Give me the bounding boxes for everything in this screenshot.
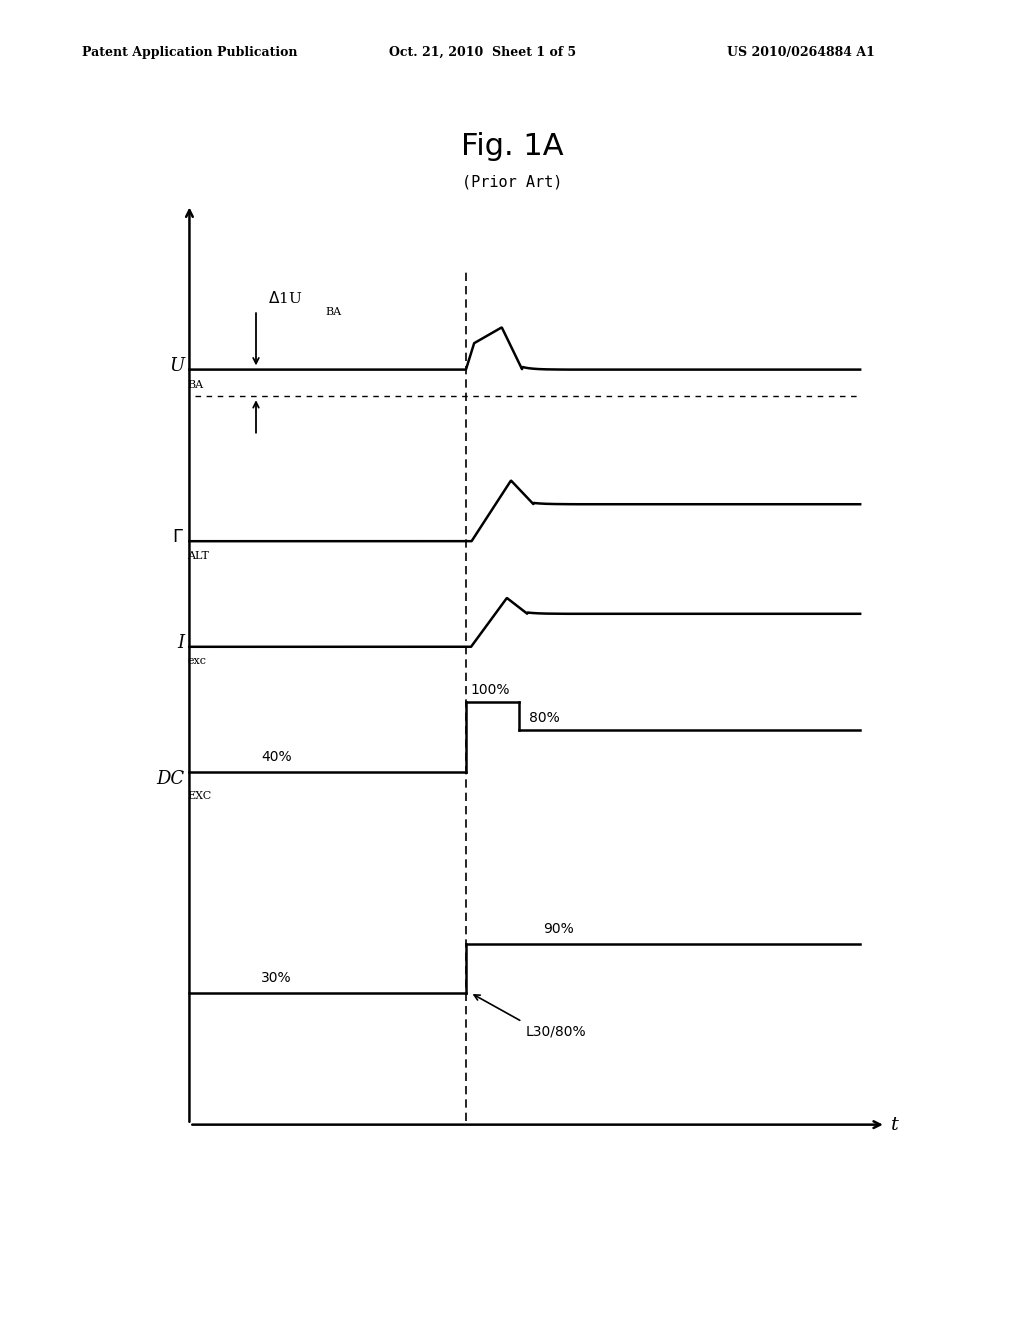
Text: EXC: EXC [187, 791, 212, 801]
Text: U: U [169, 356, 184, 375]
Text: Patent Application Publication: Patent Application Publication [82, 46, 297, 59]
Text: US 2010/0264884 A1: US 2010/0264884 A1 [727, 46, 874, 59]
Text: L30/80%: L30/80% [525, 1024, 586, 1039]
Text: t: t [891, 1115, 899, 1134]
Text: I: I [177, 634, 184, 652]
Text: 100%: 100% [470, 682, 510, 697]
Text: $\Delta$1U: $\Delta$1U [268, 290, 303, 306]
Text: Fig. 1A: Fig. 1A [461, 132, 563, 161]
Text: BA: BA [187, 380, 204, 391]
Text: 90%: 90% [543, 921, 573, 936]
Text: 40%: 40% [261, 750, 292, 764]
Text: 30%: 30% [261, 970, 292, 985]
Text: (Prior Art): (Prior Art) [462, 174, 562, 189]
Text: BA: BA [326, 306, 342, 317]
Text: $\Gamma$: $\Gamma$ [172, 528, 184, 546]
Text: Oct. 21, 2010  Sheet 1 of 5: Oct. 21, 2010 Sheet 1 of 5 [389, 46, 577, 59]
Text: exc: exc [187, 656, 207, 667]
Text: ALT: ALT [187, 550, 209, 561]
Text: DC: DC [157, 770, 184, 788]
Text: 80%: 80% [529, 710, 560, 725]
